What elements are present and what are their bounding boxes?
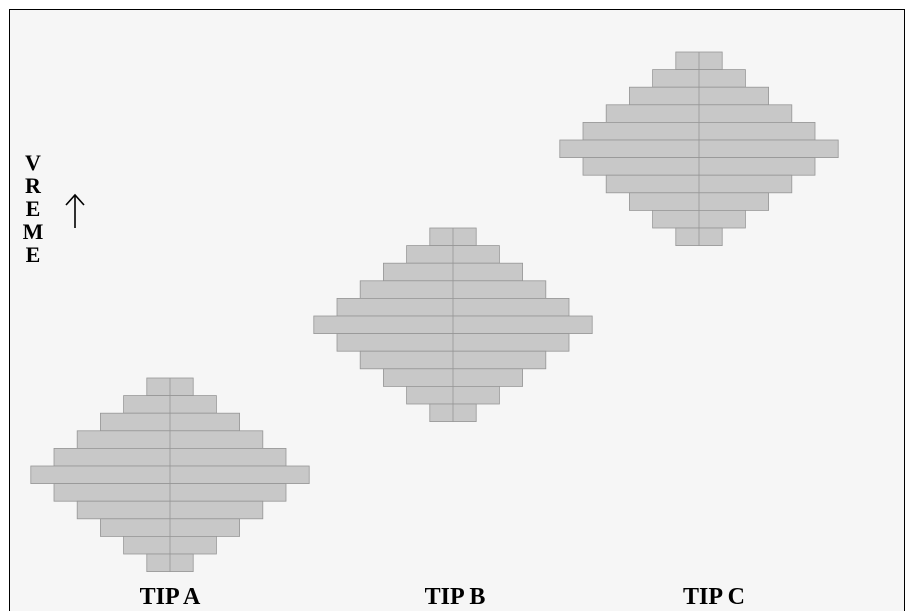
stack-1 (313, 227, 593, 423)
axis-letter-e: E (25, 196, 41, 221)
axis-letter-v: V (25, 150, 41, 175)
axis-letter-e-2: E (25, 242, 41, 267)
up-arrow-icon (65, 193, 85, 228)
tip-c-label: TIP C (682, 584, 745, 610)
tip-a-label: TIP A (139, 584, 201, 610)
axis-letter-m: M (22, 219, 44, 244)
tip-b-label: TIP B (424, 584, 486, 610)
stack-2 (559, 51, 839, 247)
axis-letter-r: R (25, 173, 41, 198)
stack-0 (30, 377, 310, 573)
